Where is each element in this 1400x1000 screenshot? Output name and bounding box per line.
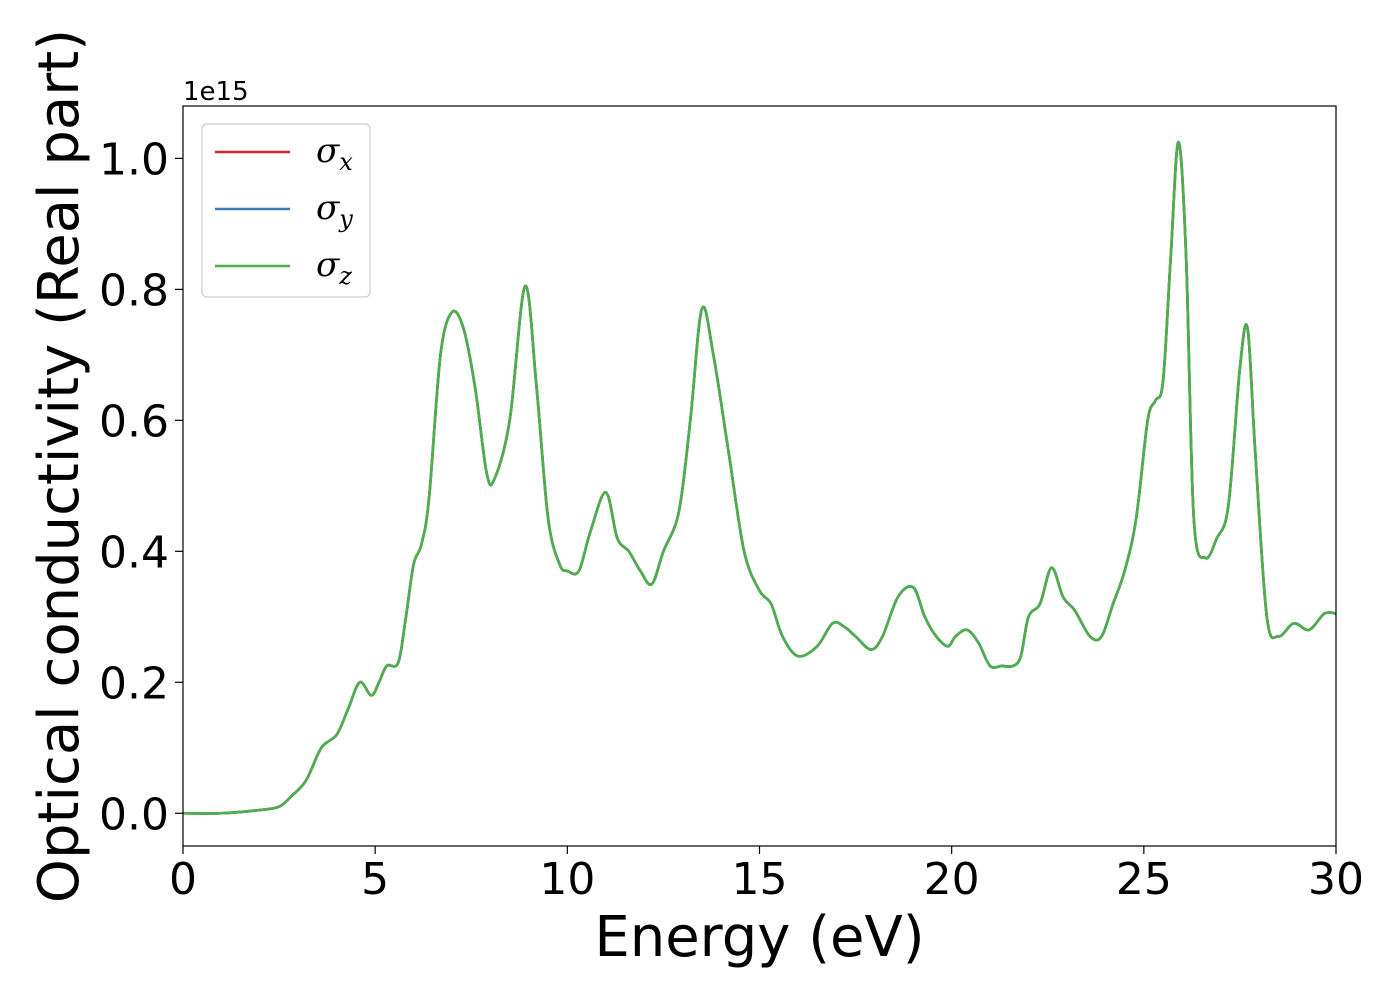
legend-symbol: σ [316,245,340,285]
legend-symbol: σ [316,131,340,171]
legend-subscript: x [339,148,353,176]
x-tick-label: 15 [732,854,788,905]
y-offset-label: 1e15 [183,77,249,107]
legend-subscript: y [338,205,353,233]
y-axis-label: Optical conductivity (Real part) [27,29,92,903]
y-tick-label: 1.0 [99,134,169,185]
legend-label-y: σy [316,188,353,233]
series-line-z [183,140,1336,815]
series-layer [183,140,1336,815]
ticks-layer: 0 5 10 15 20 25 30 0.0 0.2 0.4 0.6 0.8 1.0 [99,134,1364,905]
x-tick-label: 5 [361,854,389,905]
y-tick-label: 0.2 [99,658,169,709]
legend-subscript: z [338,262,352,290]
legend-box [201,123,371,298]
y-tick-label: 0.6 [99,396,169,447]
x-tick-label: 0 [169,854,197,905]
y-tick-label: 0.0 [99,789,169,840]
y-tick-label: 0.8 [99,265,169,316]
legend-label-x: σx [316,131,353,176]
x-axis-label: Energy (eV) [594,905,924,970]
x-tick-label: 30 [1308,854,1364,905]
y-tick-label: 0.4 [99,527,169,578]
x-tick-label: 25 [1116,854,1172,905]
legend-label-z: σz [316,245,352,290]
legend-symbol: σ [316,188,340,228]
x-tick-label: 20 [924,854,980,905]
x-tick-label: 10 [539,854,595,905]
